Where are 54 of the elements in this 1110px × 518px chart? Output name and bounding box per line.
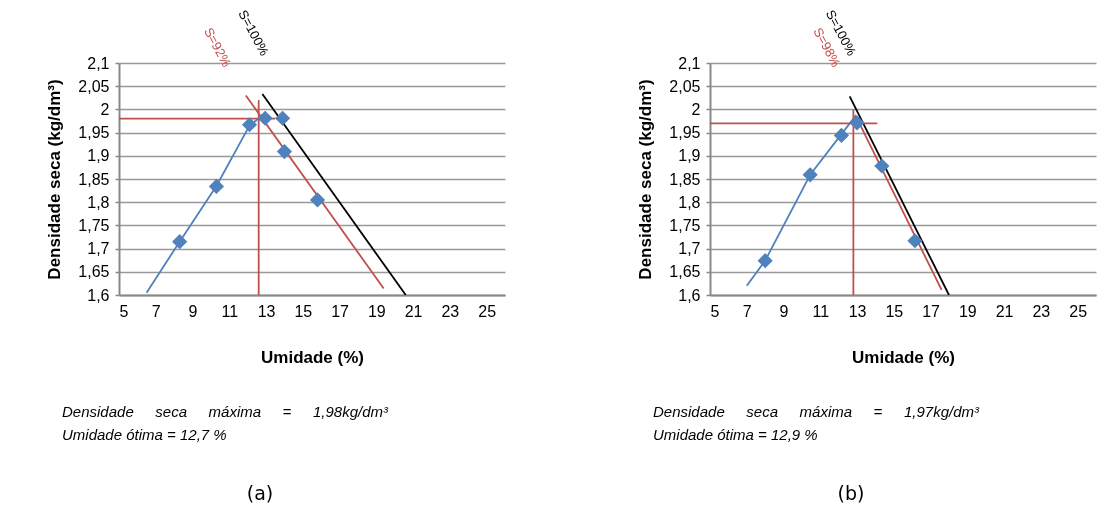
x-tick-label: 11 (221, 302, 239, 320)
x-tick-label: 15 (294, 302, 313, 320)
x-tick-label: 11 (812, 302, 830, 320)
text: Umidade ótima = 12,7 % (62, 425, 228, 445)
text: (a) (245, 482, 275, 504)
text: Umidade ótima = 12,9 % (653, 425, 819, 445)
x-tick-label: 21 (995, 302, 1014, 320)
x-tick-label: 7 (742, 302, 752, 320)
x-tick-label: 19 (367, 302, 386, 320)
y-tick-label: 2 (691, 100, 701, 118)
x-tick-label: 19 (958, 302, 977, 320)
y-tick-label: 1,7 (87, 240, 110, 258)
x-tick-label: 9 (779, 302, 789, 320)
y-tick-label: 1,6 (678, 286, 701, 304)
x-axis-title: Umidade (%) (852, 347, 955, 367)
x-tick-label: 13 (848, 302, 867, 320)
y-tick-label: 1,8 (87, 193, 110, 211)
y-tick-label: 1,95 (78, 124, 110, 142)
y-tick-label: 1,75 (669, 216, 701, 234)
y-tick-label: 1,95 (669, 124, 701, 142)
x-tick-label: 21 (404, 302, 423, 320)
x-tick-label: 25 (478, 302, 497, 320)
y-tick-label: 1,9 (678, 147, 701, 165)
x-tick-label: 23 (441, 302, 460, 320)
y-tick-label: 1,9 (87, 147, 110, 165)
y-tick-label: 2,05 (669, 77, 701, 95)
x-tick-label: 9 (188, 302, 198, 320)
y-tick-label: 1,65 (78, 263, 110, 281)
y-tick-label: 1,7 (678, 240, 701, 258)
y-tick-label: 2 (100, 100, 110, 118)
text: Densidade seca máxima = 1,98kg/dm³ (62, 402, 388, 422)
x-tick-label: 15 (885, 302, 904, 320)
y-tick-label: 1,85 (78, 170, 110, 188)
y-tick-label: 1,65 (669, 263, 701, 281)
y-tick-label: 2,1 (678, 54, 701, 72)
text: Densidade seca máxima = 1,97kg/dm³ (653, 402, 979, 422)
x-tick-label: 5 (119, 302, 129, 320)
y-tick-label: 1,8 (678, 193, 701, 211)
y-tick-label: 2,1 (87, 54, 110, 72)
y-axis-title: Densidade seca (kg/dm³) (636, 79, 656, 280)
text: (b) (836, 482, 866, 504)
y-tick-label: 1,85 (669, 170, 701, 188)
x-axis-title: Umidade (%) (261, 347, 364, 367)
y-tick-label: 1,75 (78, 216, 110, 234)
x-tick-label: 7 (151, 302, 161, 320)
y-axis-title: Densidade seca (kg/dm³) (45, 79, 65, 280)
x-tick-label: 17 (922, 302, 941, 320)
x-tick-label: 23 (1032, 302, 1051, 320)
y-tick-label: 2,05 (78, 77, 110, 95)
x-tick-label: 17 (331, 302, 350, 320)
x-tick-label: 5 (710, 302, 720, 320)
y-tick-label: 1,6 (87, 286, 110, 304)
x-tick-label: 13 (257, 302, 276, 320)
x-tick-label: 25 (1069, 302, 1088, 320)
